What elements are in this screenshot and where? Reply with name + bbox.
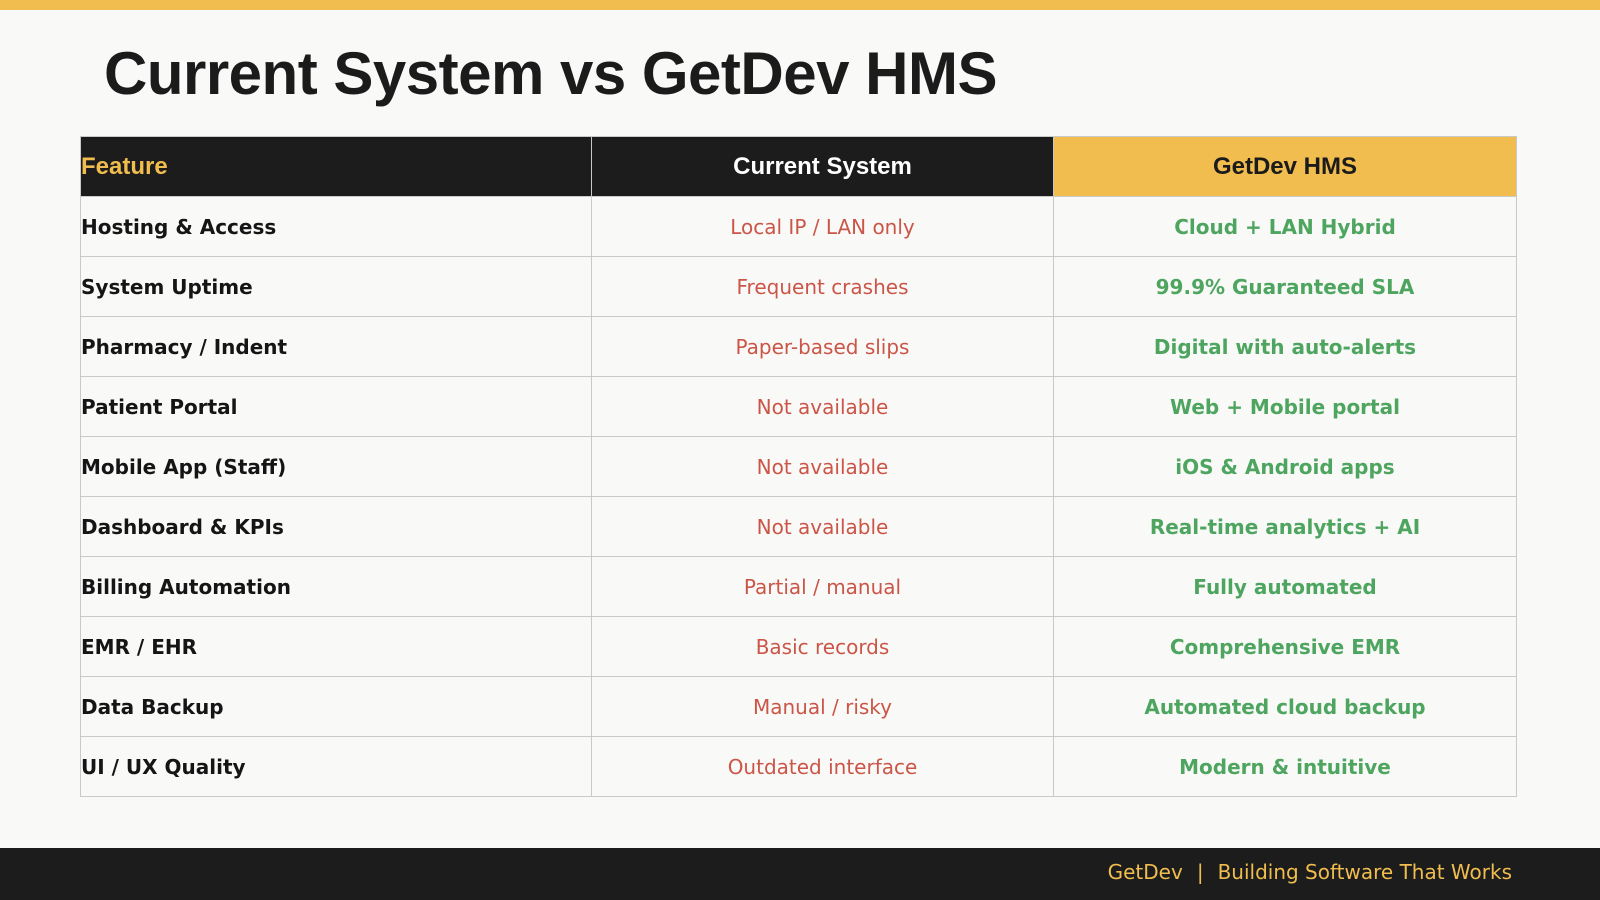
header-getdev-hms: GetDev HMS — [1053, 136, 1517, 197]
feature-cell: UI / UX Quality — [80, 736, 592, 797]
current-system-cell: Not available — [591, 436, 1054, 497]
table-row: Billing Automation Partial / manual Full… — [80, 556, 1517, 617]
table-row: Pharmacy / Indent Paper-based slips Digi… — [80, 316, 1517, 377]
current-system-cell: Frequent crashes — [591, 256, 1054, 317]
header-current-system: Current System — [591, 136, 1054, 197]
getdev-cell: Comprehensive EMR — [1053, 616, 1517, 677]
current-system-cell: Basic records — [591, 616, 1054, 677]
current-system-cell: Manual / risky — [591, 676, 1054, 737]
current-system-cell: Partial / manual — [591, 556, 1054, 617]
getdev-cell: Digital with auto-alerts — [1053, 316, 1517, 377]
getdev-cell: Fully automated — [1053, 556, 1517, 617]
table-row: Patient Portal Not available Web + Mobil… — [80, 376, 1517, 437]
feature-cell: System Uptime — [80, 256, 592, 317]
current-system-cell: Local IP / LAN only — [591, 196, 1054, 257]
feature-cell: Pharmacy / Indent — [80, 316, 592, 377]
getdev-cell: Real-time analytics + AI — [1053, 496, 1517, 557]
feature-cell: Hosting & Access — [80, 196, 592, 257]
table-row: UI / UX Quality Outdated interface Moder… — [80, 736, 1517, 797]
header-feature: Feature — [80, 136, 592, 197]
current-system-cell: Paper-based slips — [591, 316, 1054, 377]
feature-cell: Dashboard & KPIs — [80, 496, 592, 557]
feature-cell: Patient Portal — [80, 376, 592, 437]
table-row: EMR / EHR Basic records Comprehensive EM… — [80, 616, 1517, 677]
table-row: Dashboard & KPIs Not available Real-time… — [80, 496, 1517, 557]
feature-cell: Billing Automation — [80, 556, 592, 617]
footer-brand: GetDev — [1107, 860, 1183, 884]
table-row: System Uptime Frequent crashes 99.9% Gua… — [80, 256, 1517, 317]
current-system-cell: Outdated interface — [591, 736, 1054, 797]
footer-text: GetDev | Building Software That Works — [1108, 856, 1512, 888]
comparison-table: Feature Current System GetDev HMS Hostin… — [80, 136, 1517, 797]
footer-bar: GetDev | Building Software That Works — [0, 848, 1600, 900]
feature-cell: EMR / EHR — [80, 616, 592, 677]
slide-title: Current System vs GetDev HMS — [104, 40, 997, 107]
table-row: Data Backup Manual / risky Automated clo… — [80, 676, 1517, 737]
getdev-cell: Cloud + LAN Hybrid — [1053, 196, 1517, 257]
current-system-cell: Not available — [591, 496, 1054, 557]
getdev-cell: Automated cloud backup — [1053, 676, 1517, 737]
table-row: Hosting & Access Local IP / LAN only Clo… — [80, 196, 1517, 257]
getdev-cell: Modern & intuitive — [1053, 736, 1517, 797]
feature-cell: Data Backup — [80, 676, 592, 737]
footer-separator: | — [1196, 860, 1204, 884]
getdev-cell: 99.9% Guaranteed SLA — [1053, 256, 1517, 317]
getdev-cell: iOS & Android apps — [1053, 436, 1517, 497]
feature-cell: Mobile App (Staff) — [80, 436, 592, 497]
table-row: Mobile App (Staff) Not available iOS & A… — [80, 436, 1517, 497]
current-system-cell: Not available — [591, 376, 1054, 437]
footer-tagline: Building Software That Works — [1217, 860, 1512, 884]
table-header-row: Feature Current System GetDev HMS — [80, 136, 1517, 197]
top-accent-bar — [0, 0, 1600, 10]
getdev-cell: Web + Mobile portal — [1053, 376, 1517, 437]
